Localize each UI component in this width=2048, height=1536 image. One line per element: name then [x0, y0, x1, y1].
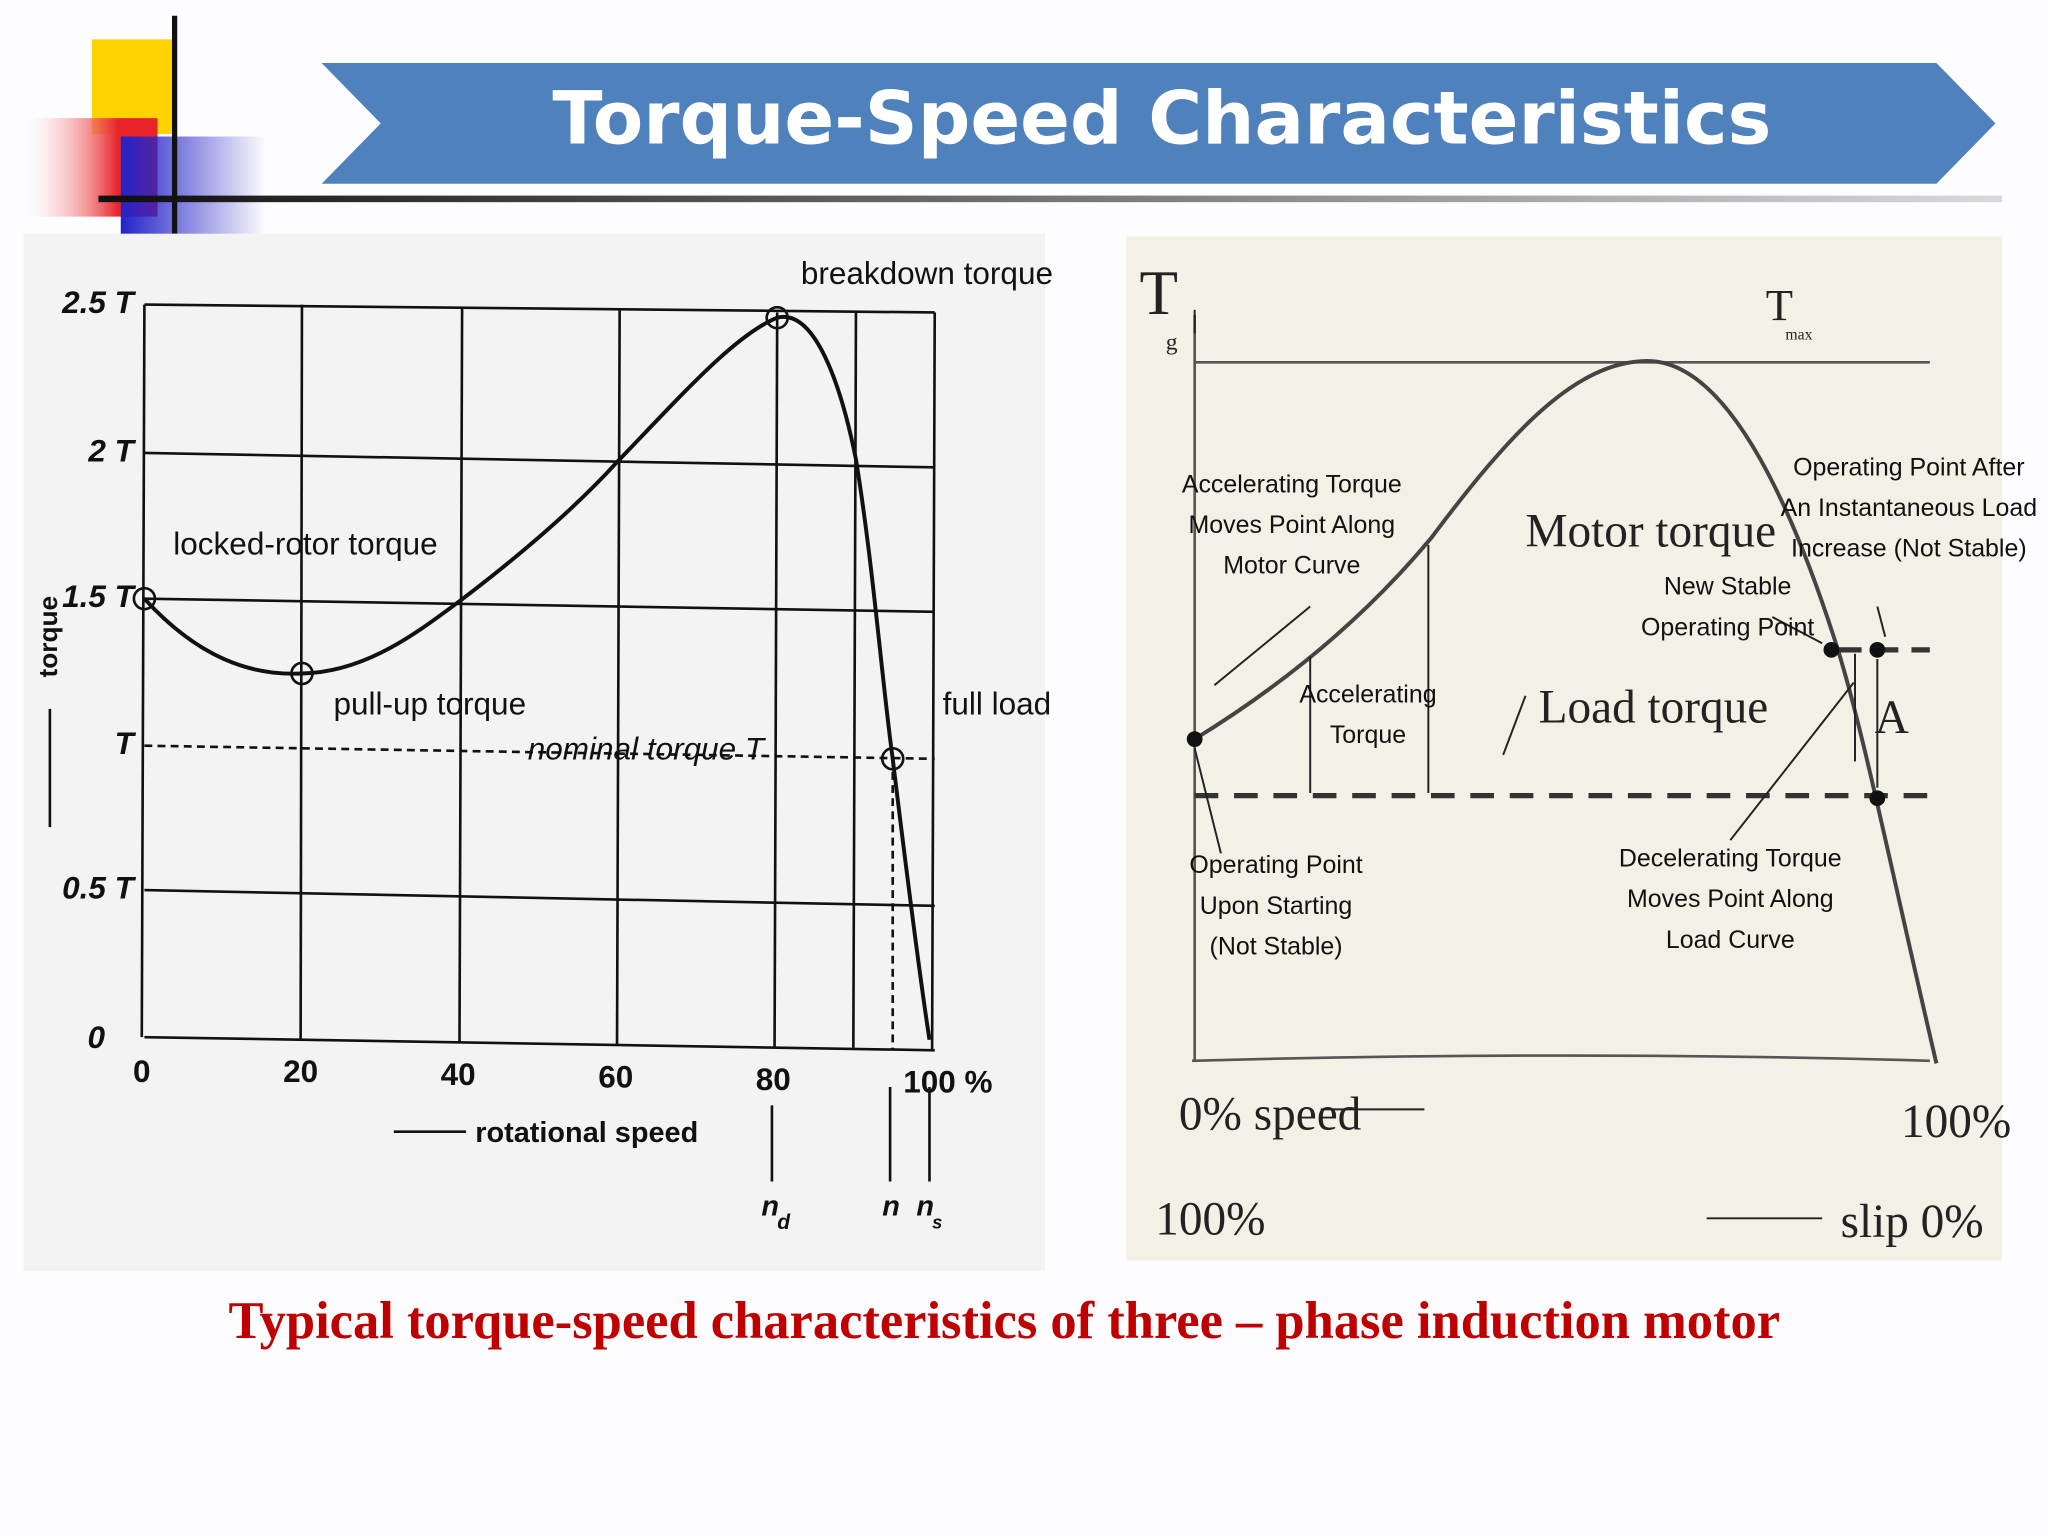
tmax: T: [1766, 280, 1793, 330]
note-line: Operating Point: [1641, 613, 1814, 641]
note-line: Operating Point After: [1793, 453, 2025, 481]
title-banner: [321, 63, 1996, 184]
x-tick-label: 100 %: [903, 1064, 992, 1100]
slip-label: slip 0%: [1841, 1196, 1984, 1248]
speed-mark-sub: d: [777, 1211, 791, 1234]
y-tick-label: 0: [87, 1019, 105, 1055]
panel: [1126, 236, 2003, 1261]
note-line: Torque: [1330, 721, 1406, 749]
motor-curve: [1193, 359, 1939, 1064]
note-line: An Instantaneous Load: [1781, 494, 2038, 522]
y-axis-title: torque: [33, 596, 63, 678]
slide-title: Torque-Speed Characteristics: [552, 76, 1771, 161]
logo-decoration: [26, 15, 2003, 237]
annotation: full load: [943, 686, 1052, 722]
tmax-sub: max: [1785, 327, 1812, 344]
left-diagram: 2.5 T 2 T 1.5 T T 0.5 T 0 0 20 40 60 80 …: [23, 233, 1053, 1271]
speed-label: 100%: [1901, 1096, 2011, 1148]
tg: T: [1140, 258, 1178, 328]
speed-mark: n: [882, 1190, 900, 1222]
y-tick-label: 1.5 T: [62, 578, 137, 614]
curve-label: Motor torque: [1525, 505, 1776, 557]
note-line: Upon Starting: [1200, 892, 1353, 920]
right-diagram: T g T max Accelerating Torque Moves Poin…: [1126, 236, 2038, 1261]
curve-label: Load torque: [1539, 681, 1769, 733]
x-tick-label: 0: [133, 1053, 151, 1089]
note-line: Operating Point: [1189, 851, 1362, 879]
annotation: pull-up torque: [333, 686, 526, 722]
y-tick-label: 2.5 T: [61, 284, 137, 320]
caption: Typical torque-speed characteristics of …: [229, 1292, 1781, 1350]
y-tick-label: T: [115, 725, 137, 761]
speed-label: 0% speed: [1179, 1088, 1362, 1140]
note-line: Moves Point Along: [1189, 511, 1396, 539]
speed-mark: n: [916, 1190, 934, 1222]
note-line: Load Curve: [1666, 926, 1795, 954]
torque-curve: [142, 314, 932, 1041]
x-tick-label: 40: [441, 1056, 476, 1092]
note-line: (Not Stable): [1210, 932, 1343, 960]
note-line: Accelerating Torque: [1182, 470, 1402, 498]
x-tick-label: 60: [598, 1058, 633, 1094]
annotation: breakdown torque: [801, 255, 1053, 291]
y-tick-label: 0.5 T: [62, 869, 137, 905]
note-line: Increase (Not Stable): [1791, 535, 2027, 563]
note-line: Motor Curve: [1223, 552, 1360, 580]
note-line: Decelerating Torque: [1619, 844, 1842, 872]
x-axis-title: rotational speed: [475, 1117, 698, 1149]
x-tick-label: 20: [283, 1053, 318, 1089]
x-tick-label: 80: [756, 1061, 791, 1097]
note-line: Accelerating: [1299, 680, 1436, 708]
speed-mark-sub: s: [932, 1211, 942, 1232]
panel: [23, 233, 1046, 1271]
speed-mark: n: [761, 1190, 779, 1222]
tg-sub: g: [1166, 329, 1178, 355]
note-line: Moves Point Along: [1627, 885, 1834, 913]
slip-label: 100%: [1155, 1193, 1265, 1245]
annotation: locked-rotor torque: [173, 525, 437, 561]
grid: [140, 303, 937, 1052]
annotation: nominal torque T: [528, 730, 767, 766]
point-label: A: [1875, 692, 1909, 744]
note-line: New Stable: [1664, 573, 1792, 601]
y-tick-label: 2 T: [87, 432, 136, 468]
